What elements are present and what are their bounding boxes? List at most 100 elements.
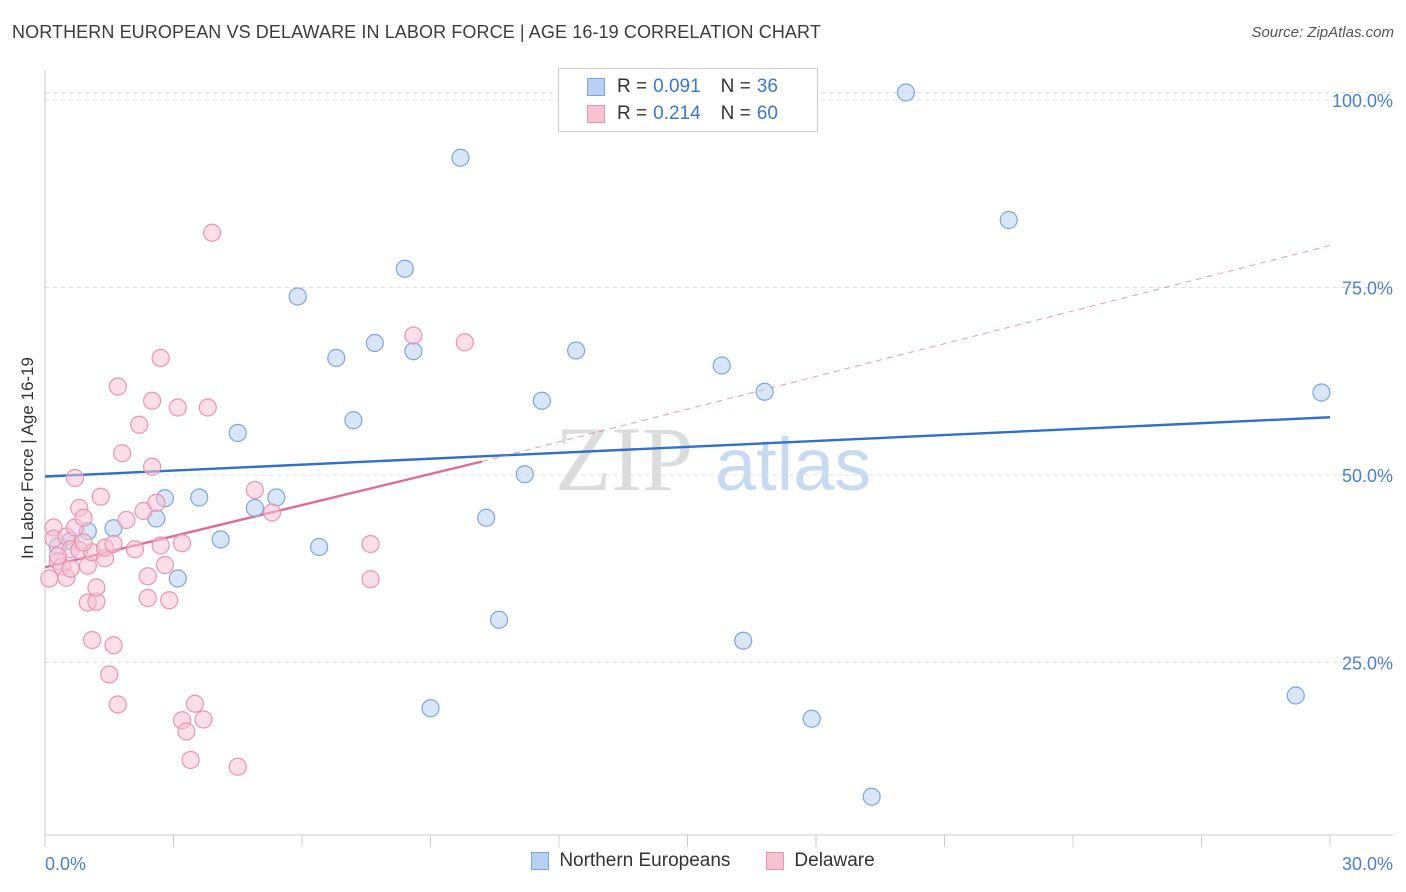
- source-label: Source: ZipAtlas.com: [1251, 24, 1394, 41]
- point-northern-europeans: [477, 508, 496, 527]
- point-delaware: [65, 468, 85, 488]
- point-northern-europeans: [404, 342, 423, 361]
- point-northern-europeans: [712, 356, 731, 375]
- point-delaware: [177, 722, 196, 741]
- data-points: [40, 83, 1331, 806]
- legend-swatch-pink: [587, 105, 605, 123]
- point-northern-europeans: [515, 465, 534, 484]
- y-tick-label: 100.0%: [1332, 91, 1393, 111]
- grid-lines: [45, 92, 1390, 663]
- point-northern-europeans: [896, 83, 916, 102]
- legend-r-value: 0.214: [653, 103, 701, 124]
- point-northern-europeans: [999, 210, 1018, 230]
- trend-line-delaware: [481, 245, 1331, 462]
- legend-r-value: 0.091: [653, 76, 701, 97]
- chart-title: NORTHERN EUROPEAN VS DELAWARE IN LABOR F…: [12, 22, 821, 42]
- point-delaware: [130, 415, 149, 434]
- legend-swatch-pink: [766, 852, 785, 870]
- point-delaware: [168, 398, 187, 417]
- legend-swatch-blue: [587, 78, 605, 96]
- y-tick-label: 25.0%: [1342, 654, 1393, 674]
- point-delaware: [134, 501, 153, 521]
- point-delaware: [48, 546, 67, 566]
- tick-labels: 25.0% 50.0% 75.0% 100.0% 0.0% 30.0%: [45, 91, 1393, 874]
- point-delaware: [151, 348, 170, 368]
- point-northern-europeans: [734, 631, 753, 650]
- point-delaware: [455, 333, 474, 352]
- point-northern-europeans: [245, 498, 264, 518]
- point-northern-europeans: [451, 148, 470, 167]
- point-delaware: [155, 555, 175, 575]
- legend-swatch-blue: [531, 852, 550, 870]
- point-northern-europeans: [567, 341, 586, 360]
- point-delaware: [108, 695, 127, 714]
- point-delaware: [61, 559, 80, 578]
- point-delaware: [147, 493, 166, 512]
- legend-item-northern-europeans: Northern Europeans: [531, 850, 730, 872]
- legend-row-delaware: R = 0.214 N = 60: [587, 101, 778, 127]
- point-delaware: [104, 636, 123, 655]
- legend-row-northern-europeans: R = 0.091 N = 36: [587, 74, 778, 100]
- point-delaware: [74, 508, 93, 527]
- point-delaware: [74, 533, 93, 552]
- point-delaware: [245, 480, 264, 500]
- point-delaware: [151, 536, 170, 555]
- point-northern-europeans: [532, 391, 551, 410]
- watermark-zip: ZIP: [555, 408, 693, 510]
- axes: [44, 70, 1393, 847]
- point-delaware: [100, 665, 119, 684]
- x-tick-label: 30.0%: [1342, 854, 1393, 874]
- point-delaware: [142, 457, 162, 476]
- point-delaware: [185, 694, 205, 713]
- legend-n-value: 36: [756, 76, 778, 97]
- point-delaware: [87, 578, 106, 597]
- point-delaware: [202, 223, 222, 242]
- point-northern-europeans: [168, 569, 187, 588]
- x-tick-label: 0.0%: [45, 854, 86, 874]
- point-northern-europeans: [1312, 383, 1331, 402]
- point-delaware: [108, 377, 127, 396]
- point-delaware: [198, 398, 217, 417]
- point-northern-europeans: [190, 488, 209, 507]
- legend-n-label: N =: [720, 76, 751, 97]
- point-northern-europeans: [267, 488, 286, 507]
- point-delaware: [91, 487, 110, 506]
- point-delaware: [104, 534, 123, 554]
- point-northern-europeans: [755, 382, 774, 401]
- watermark-atlas: atlas: [715, 423, 871, 506]
- point-northern-europeans: [228, 423, 247, 443]
- point-delaware: [112, 444, 132, 463]
- point-northern-europeans: [862, 787, 881, 806]
- point-northern-europeans: [802, 709, 821, 728]
- point-delaware: [40, 569, 59, 588]
- point-delaware: [142, 391, 162, 410]
- legend-n-value: 60: [756, 103, 778, 124]
- point-northern-europeans: [395, 259, 414, 278]
- point-northern-europeans: [211, 530, 230, 549]
- point-delaware: [361, 570, 380, 589]
- point-delaware: [138, 567, 157, 586]
- watermark: ZIP atlas: [555, 408, 871, 510]
- point-northern-europeans: [288, 287, 307, 306]
- trend-line-northern-europeans: [44, 416, 1331, 478]
- legend-label: Northern Europeans: [559, 850, 731, 871]
- legend-label: Delaware: [794, 850, 875, 871]
- trend-lines: [44, 245, 1331, 569]
- series-legend: Northern Europeans Delaware: [0, 850, 1406, 872]
- point-delaware: [262, 503, 282, 522]
- point-delaware: [138, 588, 157, 608]
- point-delaware: [228, 757, 247, 776]
- point-delaware: [125, 540, 145, 559]
- point-delaware: [160, 591, 179, 610]
- point-northern-europeans: [327, 348, 346, 368]
- point-delaware: [83, 630, 102, 650]
- legend-item-delaware: Delaware: [766, 850, 875, 872]
- point-delaware: [117, 510, 136, 530]
- stats-legend: R = 0.091 N = 36 R = 0.214 N = 60: [558, 68, 818, 132]
- point-northern-europeans: [344, 411, 363, 430]
- point-northern-europeans: [365, 333, 384, 353]
- point-delaware: [172, 534, 192, 553]
- point-northern-europeans: [489, 610, 509, 629]
- point-northern-europeans: [421, 699, 440, 718]
